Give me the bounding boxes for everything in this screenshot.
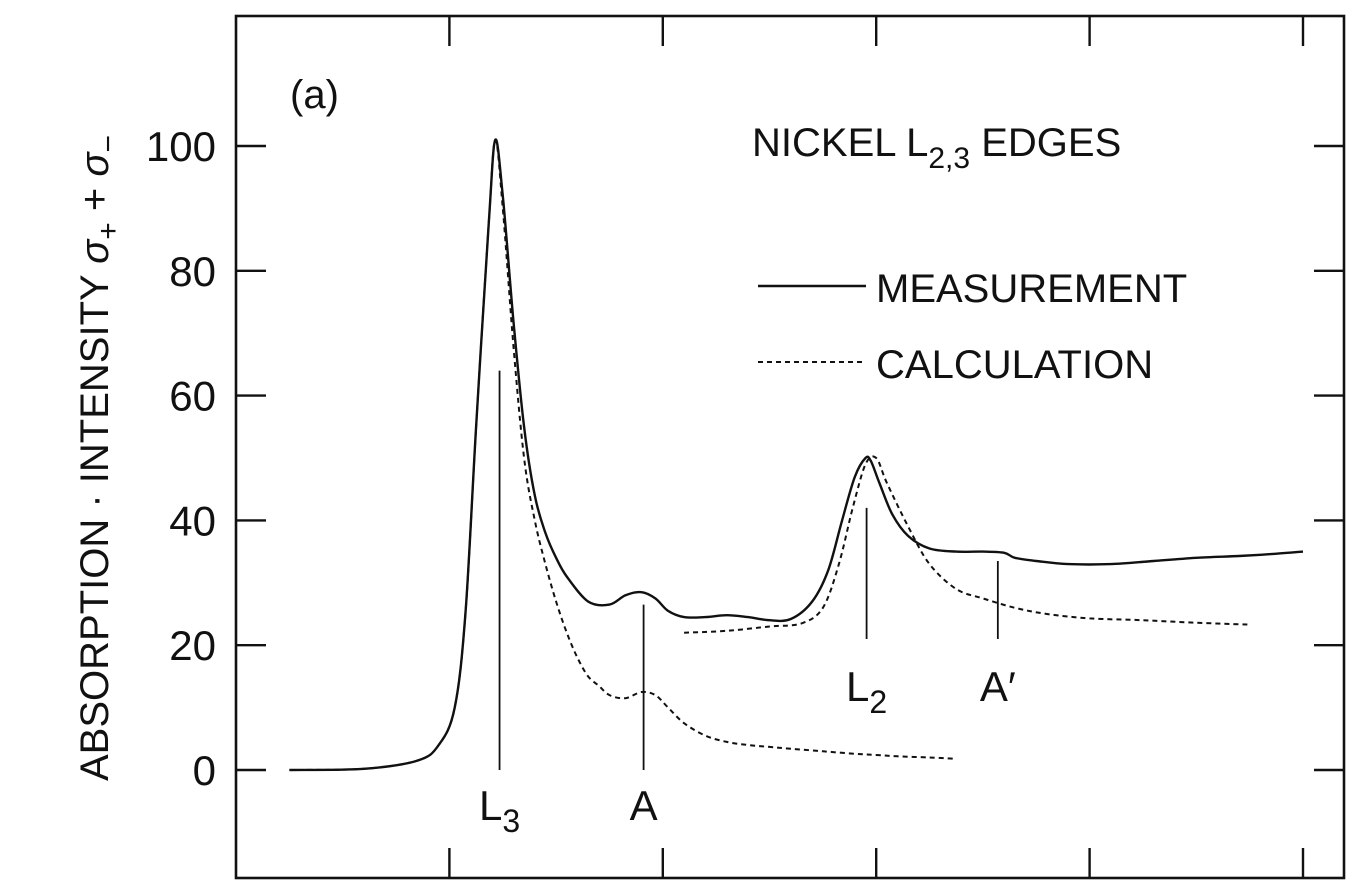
panel-label: (a) <box>290 73 339 117</box>
chart-title-suffix: EDGES <box>970 121 1121 165</box>
legend-label-calculation: CALCULATION <box>876 343 1153 387</box>
chart-title-main: NICKEL L <box>752 121 928 165</box>
y-axis-label-main: ABSORPTION · INTENSITY <box>73 264 117 781</box>
y-axis-label-subscript-plus: + <box>92 222 125 240</box>
y-tick-label: 100 <box>146 123 216 170</box>
series-group <box>289 138 1304 772</box>
y-axis-label-plus: + <box>73 177 117 223</box>
y-axis-label-sigma-minus: σ <box>73 151 117 177</box>
y-axis-label-subscript-minus: − <box>92 135 125 153</box>
peak-marker-label: A <box>630 782 658 829</box>
legend-label-measurement: MEASUREMENT <box>876 267 1187 311</box>
y-axis-label-sigma-plus: σ <box>73 238 117 264</box>
peak-marker-label: L2 <box>846 663 887 720</box>
x-axis <box>448 16 1305 878</box>
chart-title-subscript: 2,3 <box>928 142 970 175</box>
calculation-line-1 <box>289 138 957 771</box>
y-tick-label: 40 <box>169 497 216 544</box>
peak-markers: L3 A L2 A′ <box>479 370 1016 839</box>
y-tick-label: 20 <box>169 622 216 669</box>
y-tick-label: 80 <box>169 248 216 295</box>
calculation-line-2 <box>684 455 1250 634</box>
y-tick-label: 0 <box>193 747 216 794</box>
chart-title: NICKEL L2,3 EDGES <box>752 121 1121 175</box>
peak-marker-label: L3 <box>479 782 520 839</box>
legend: MEASUREMENT CALCULATION <box>758 267 1187 387</box>
peak-marker-label: A′ <box>980 663 1016 710</box>
measurement-line-0 <box>289 138 1304 772</box>
plot-frame <box>234 14 1346 880</box>
y-axis: 0 20 40 60 80 100 <box>146 123 1344 794</box>
y-axis-label: ABSORPTION · INTENSITY σ+ + σ− <box>73 135 125 781</box>
y-tick-label: 60 <box>169 373 216 420</box>
